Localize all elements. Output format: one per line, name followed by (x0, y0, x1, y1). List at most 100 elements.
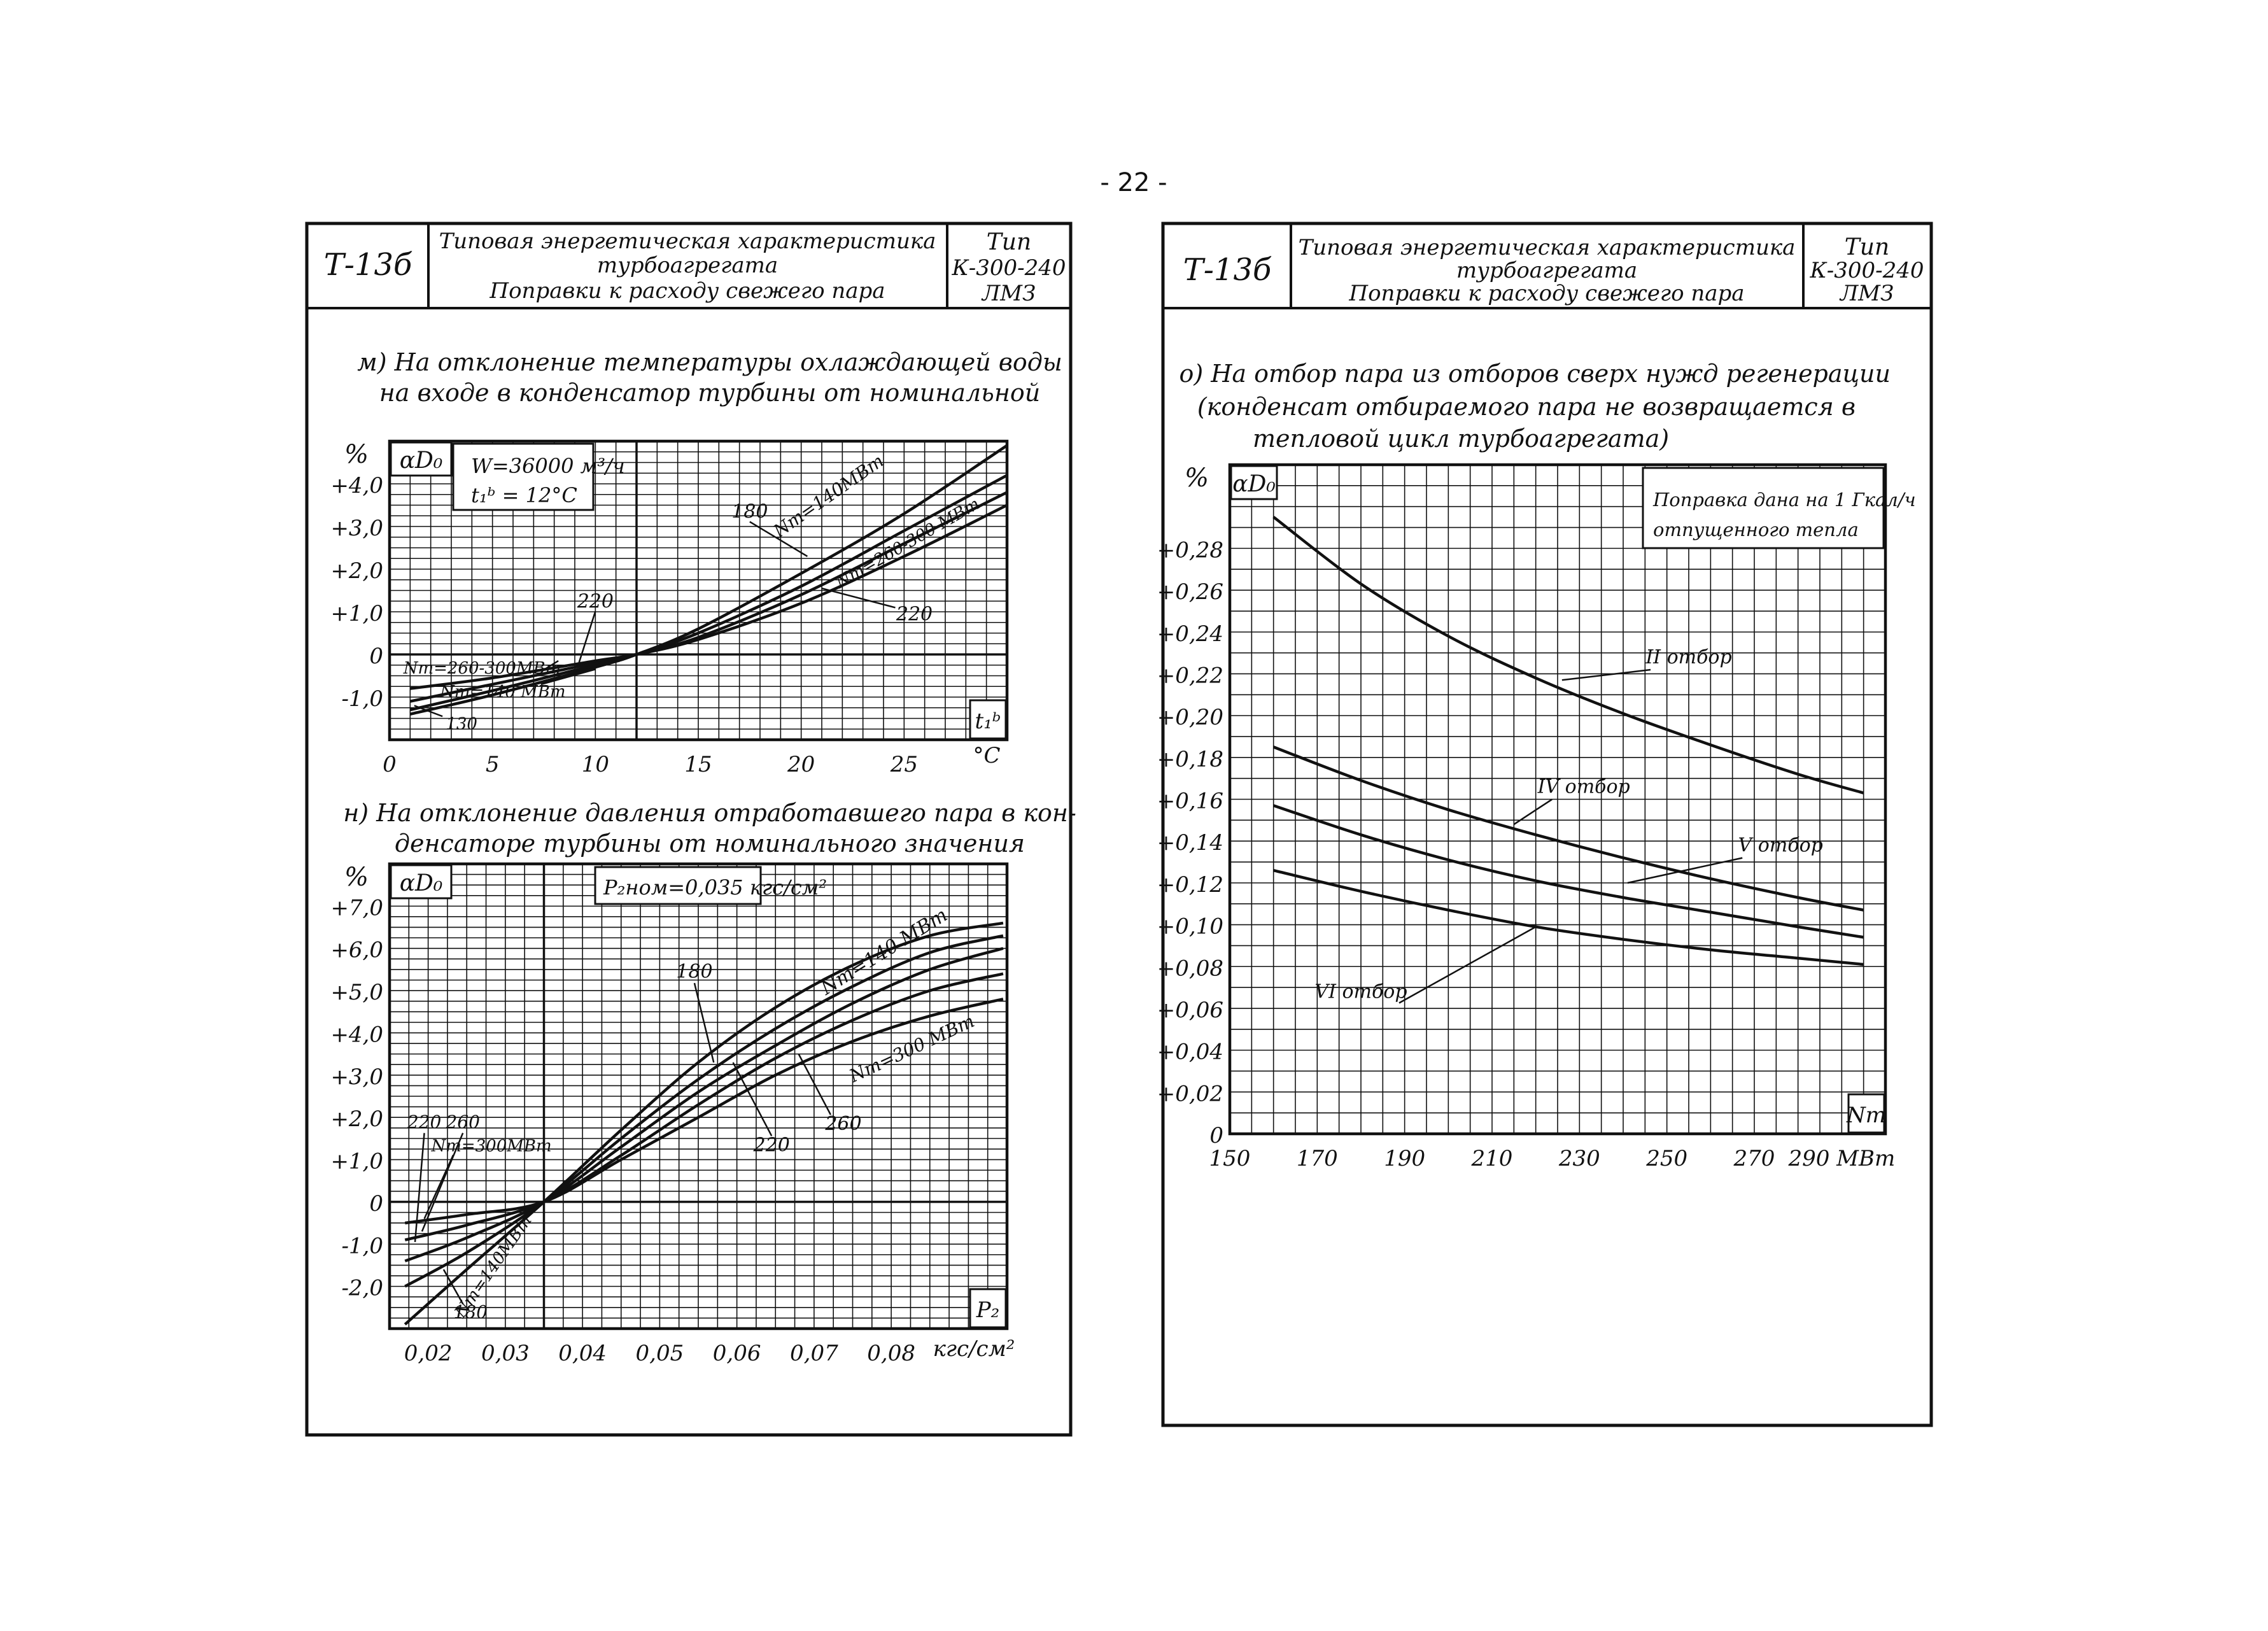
chart-m-series-label: 220 (577, 590, 614, 612)
chart-o-note-line-2: отпущенного тепла (1653, 519, 1859, 540)
chart-m-y-tick-label: +2,0 (330, 558, 383, 584)
chart-m-ylabel-box (390, 441, 453, 477)
chart-m: % αD₀ t₁ᵇ +4,0 +3,0 +2,0 +1,0 0 -1,0 0 5 10 15 20 25 °C… (330, 439, 1009, 777)
chart-n-y-tick-label: +4,0 (330, 1022, 383, 1047)
chart-o: % αD₀ Nт +0,28 +0,26 +0,24 +0,22 +0,20 +0,18 +0,1… (1157, 463, 1916, 1171)
chart-o-x-tick-label: 230 (1558, 1146, 1600, 1171)
chart-o-plot-frame (1228, 463, 1887, 1136)
chart-o-y-tick-label: +0,26 (1157, 579, 1223, 605)
chart-m-x-tick-label: 0 (383, 752, 397, 777)
chart-n-leader-line (414, 1133, 425, 1243)
chart-m-leader-line (545, 660, 559, 670)
chart-o-y-tick-label: +0,18 (1157, 747, 1223, 772)
chart-n-y-tick-label: +7,0 (330, 895, 383, 921)
chart-m-note-box (452, 442, 595, 511)
chart-m-series-label: Nт=140 МВт (439, 682, 565, 702)
chart-n-y-tick-label: 0 (369, 1191, 383, 1217)
chart-o-y-tick-label: +0,16 (1157, 789, 1223, 814)
chart-n-series-label: 180 (454, 1301, 488, 1322)
chart-n-title-1: н) На отклонение давления отработавшего … (343, 799, 1076, 827)
chart-o-y-tick-label: +0,24 (1157, 621, 1223, 647)
chart-m-ylabel-symbol: αD₀ (400, 448, 443, 474)
chart-o-title-2: (конденсат отбираемого пара не возвращае… (1197, 393, 1856, 421)
chart-n-ylabel-percent: % (344, 863, 369, 892)
chart-n-note: P₂ном=0,035 кгс/см² (603, 875, 827, 900)
chart-o-note-line-1: Поправка дана на 1 Гкал/ч (1652, 489, 1916, 511)
chart-m-series-line-2 (409, 474, 1008, 712)
right-sheet-code: Т-13б (1183, 252, 1272, 288)
chart-m-series-line-3 (409, 491, 1008, 703)
chart-n-y-tick-label: +2,0 (330, 1106, 383, 1132)
chart-n-series-label: 220 (753, 1134, 790, 1156)
chart-o-note-box (1642, 467, 1885, 549)
right-sheet-title-2: турбоагрегата (1456, 258, 1637, 283)
chart-m-y-tick-label: 0 (369, 644, 383, 669)
chart-o-ylabel-box (1230, 465, 1278, 500)
chart-m-leader-line (540, 668, 596, 686)
chart-n: % αD₀ P₂ +7,0 +6,0 +5,0 +4,0 +3,0 +2,0 +1,0 0 -1,0 -… (330, 862, 1015, 1366)
chart-n-leader-line (798, 1054, 832, 1115)
chart-o-ylabel-percent: % (1185, 463, 1209, 493)
chart-o-y-tick-label: +0,02 (1157, 1081, 1223, 1106)
chart-n-leader-line (423, 1154, 454, 1219)
chart-m-series-line-4 (410, 504, 1008, 690)
chart-n-series-line-2 (404, 934, 1004, 1288)
chart-m-x-tick-label: 10 (582, 752, 609, 777)
chart-o-y-tick-label: +0,06 (1157, 998, 1223, 1023)
page-number: - 22 - (1100, 168, 1167, 197)
chart-m-y-tick-label: +1,0 (330, 601, 383, 626)
chart-n-series-line-1 (404, 921, 1004, 1326)
chart-o-series-label: VI отбор (1314, 981, 1407, 1003)
left-sheet-title-3: Поправки к расходу свежего пара (489, 278, 885, 304)
right-sheet-type-3: ЛМЗ (1839, 281, 1894, 306)
chart-n-x-tick-label: 0,02 (404, 1341, 453, 1366)
chart-m-note-line-1: W=36000 м³/ч (471, 454, 625, 478)
chart-m-y-tick-label: -1,0 (341, 686, 383, 712)
chart-m-series-label: 130 (446, 714, 477, 733)
chart-n-y-tick-label: -2,0 (341, 1276, 383, 1301)
chart-o-y-tick-label: +0,20 (1157, 705, 1223, 730)
chart-m-x-tick-label: 25 (890, 752, 918, 777)
chart-m-title-1: м) На отклонение температуры охлаждающей… (357, 348, 1062, 376)
chart-o-leader-line (1398, 926, 1537, 1004)
chart-m-y-tick-label: +4,0 (330, 473, 383, 498)
chart-n-xlabel-box (969, 1288, 1007, 1329)
chart-n-leader-line (421, 1133, 464, 1232)
chart-m-y-tick-label: +3,0 (330, 516, 383, 541)
right-sheet-title-3: Поправки к расходу свежего пара (1348, 281, 1744, 306)
left-sheet-frame (305, 222, 1073, 1437)
right-sheet-frame (1161, 222, 1933, 1427)
chart-o-leader-line (1561, 668, 1651, 681)
left-sheet-code: Т-13б (324, 247, 412, 283)
right-sheet: Т-13б Типовая энергетическая характерист… (1161, 222, 1933, 1427)
chart-m-x-tick-label: 15 (684, 752, 712, 777)
chart-o-y-tick-label: +0,04 (1157, 1040, 1223, 1065)
chart-o-title-3: тепловой цикл турбоагрегата) (1253, 425, 1669, 453)
chart-o-x-tick-label: 250 (1645, 1146, 1687, 1171)
chart-m-leader-line (821, 587, 896, 609)
chart-n-y-tick-label: +1,0 (330, 1149, 383, 1175)
left-sheet-title-2: турбоагрегата (597, 253, 778, 278)
chart-n-x-tick-label: 0,05 (636, 1341, 684, 1366)
chart-o-y-tick-label: +0,08 (1157, 956, 1223, 981)
right-sheet-type-2: К-300-240 (1809, 258, 1924, 283)
chart-m-series-label: Nт=140МВт (769, 450, 888, 542)
chart-n-xlabel-symbol: P₂ (976, 1297, 1000, 1323)
chart-n-note-box (594, 866, 762, 905)
chart-o-ylabel-symbol: αD₀ (1232, 471, 1276, 497)
chart-o-y-tick-label: +0,12 (1157, 872, 1223, 898)
chart-o-y-tick-label: +0,10 (1157, 914, 1223, 940)
chart-o-title-1: о) На отбор пара из отборов сверх нужд р… (1179, 360, 1891, 388)
chart-m-x-unit-label: °C (973, 743, 1000, 768)
chart-o-leader-line (1513, 798, 1553, 825)
chart-m-title-2: на входе в конденсатор турбины от номина… (379, 379, 1040, 407)
chart-n-x-unit-label: кгс/см² (933, 1336, 1015, 1362)
chart-n-series-line-4 (404, 972, 1004, 1241)
chart-m-xlabel-box (969, 699, 1007, 740)
chart-o-x-tick-label: 170 (1297, 1146, 1338, 1171)
chart-n-y-tick-label: +3,0 (330, 1064, 383, 1090)
chart-m-grid (389, 441, 1008, 740)
chart-n-series-label: 180 (676, 961, 712, 983)
chart-o-series-line-3 (1272, 804, 1864, 939)
chart-n-x-tick-label: 0,03 (481, 1341, 530, 1366)
